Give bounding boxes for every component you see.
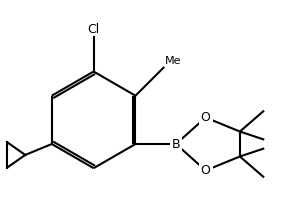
Text: B: B [172,137,180,151]
Text: Me: Me [165,56,182,66]
Text: Cl: Cl [88,23,100,36]
Text: O: O [201,164,211,177]
Text: O: O [201,111,211,124]
